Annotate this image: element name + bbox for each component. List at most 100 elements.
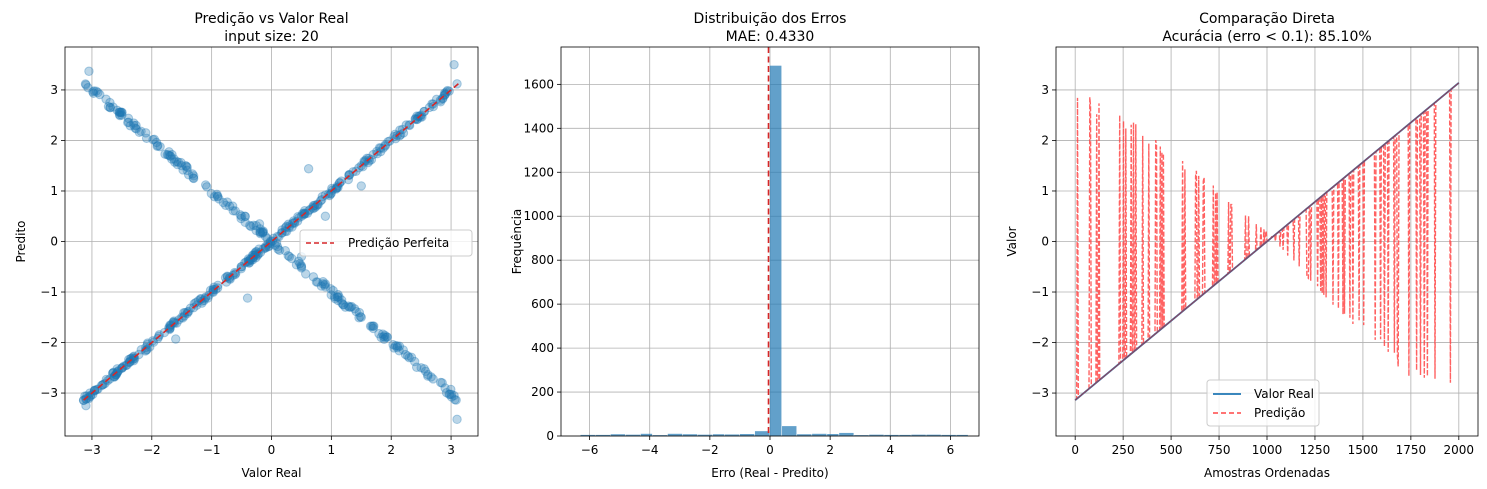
scatter-point bbox=[129, 120, 139, 131]
chart3-lines bbox=[1074, 82, 1460, 401]
chart1-ticks: −3 −2 −1 0 1 2 3 −3 −2 −1 0 1 2 3 bbox=[40, 83, 455, 457]
histogram-bar bbox=[697, 434, 713, 436]
scatter-point bbox=[155, 141, 165, 152]
scatter-point bbox=[374, 329, 384, 339]
scatter-point bbox=[336, 295, 347, 305]
scatter-point bbox=[166, 320, 176, 330]
scatter-point bbox=[112, 105, 122, 116]
scatter-point bbox=[274, 245, 285, 255]
scatter-point bbox=[136, 345, 146, 355]
scatter-point bbox=[117, 110, 127, 120]
scatter-point bbox=[181, 161, 191, 171]
scatter-point bbox=[376, 332, 386, 343]
histogram-bar bbox=[782, 426, 797, 436]
scatter-point bbox=[369, 321, 379, 331]
scatter-point bbox=[356, 181, 366, 191]
histogram-bar bbox=[610, 434, 626, 436]
scatter-point bbox=[308, 203, 318, 214]
scatter-point bbox=[260, 231, 271, 242]
scatter-point bbox=[117, 107, 127, 118]
scatter-point bbox=[227, 201, 238, 211]
scatter-point bbox=[340, 302, 351, 312]
scatter-point bbox=[406, 352, 417, 363]
scatter-point bbox=[316, 281, 327, 291]
scatter-point bbox=[308, 272, 319, 282]
scatter-point bbox=[108, 102, 118, 112]
scatter-point bbox=[318, 277, 328, 287]
scatter-point bbox=[245, 220, 255, 231]
scatter-point bbox=[368, 321, 378, 331]
scatter-point bbox=[218, 197, 229, 208]
scatter-point bbox=[130, 123, 140, 133]
scatter-point bbox=[162, 150, 173, 160]
scatter-point bbox=[280, 246, 290, 256]
scatter-point bbox=[296, 263, 307, 273]
tick-label-y: −3 bbox=[40, 386, 58, 400]
scatter-point bbox=[111, 369, 121, 380]
scatter-point bbox=[444, 389, 454, 400]
scatter-point bbox=[160, 149, 170, 159]
scatter-point bbox=[349, 304, 360, 314]
chart1-axes-frame bbox=[64, 46, 479, 437]
scatter-point bbox=[163, 150, 174, 160]
scatter-point bbox=[312, 277, 323, 287]
scatter-point bbox=[351, 306, 361, 317]
tick-label-x: −2 bbox=[143, 443, 161, 457]
scatter-point bbox=[195, 294, 206, 304]
tick-label-x: 2 bbox=[387, 443, 395, 457]
tick-label-x: 3 bbox=[447, 443, 455, 457]
scatter-point bbox=[320, 282, 331, 292]
scatter-point bbox=[85, 388, 95, 398]
scatter-point bbox=[376, 146, 386, 157]
scatter-point bbox=[283, 251, 293, 261]
scatter-point bbox=[446, 392, 457, 402]
scatter-point bbox=[318, 279, 328, 289]
tick-label-x: 1000 bbox=[1252, 443, 1283, 457]
scatter-point bbox=[224, 273, 235, 284]
scatter-point bbox=[152, 141, 162, 151]
scatter-point bbox=[112, 368, 122, 379]
scatter-point bbox=[183, 170, 194, 180]
scatter-point bbox=[354, 313, 364, 323]
scatter-point bbox=[380, 330, 390, 341]
scatter-point bbox=[359, 156, 369, 166]
scatter-point bbox=[296, 260, 306, 271]
scatter-point bbox=[299, 205, 310, 216]
tick-label-x: 1750 bbox=[1396, 443, 1427, 457]
scatter-point bbox=[206, 188, 217, 199]
tick-label-x: 0 bbox=[268, 443, 276, 457]
scatter-point bbox=[165, 151, 176, 161]
chart3-legend-label-pred: Predição bbox=[1254, 406, 1305, 420]
chart3-legend-box bbox=[1206, 379, 1320, 427]
tick-label-y: 3 bbox=[1041, 83, 1049, 97]
histogram-bar bbox=[941, 434, 956, 436]
scatter-point bbox=[240, 211, 250, 222]
scatter-point bbox=[236, 264, 246, 274]
scatter-point bbox=[246, 221, 256, 232]
scatter-point bbox=[148, 337, 159, 347]
scatter-point bbox=[400, 349, 411, 360]
scatter-point bbox=[199, 295, 209, 306]
tick-label-x: 6 bbox=[947, 443, 955, 457]
chart1-subtitle: input size: 20 bbox=[224, 29, 319, 45]
scatter-point bbox=[297, 208, 308, 219]
chart-prediction-vs-real: −3 −2 −1 0 1 2 3 −3 −2 −1 0 1 2 3 Predição vs Valor R… bbox=[14, 11, 479, 480]
scatter-point bbox=[101, 94, 111, 104]
scatter-point bbox=[182, 162, 192, 172]
scatter-point bbox=[172, 318, 182, 328]
scatter-point bbox=[213, 280, 223, 291]
tick-label-y: 1400 bbox=[523, 121, 554, 135]
scatter-point bbox=[115, 110, 125, 121]
scatter-point bbox=[212, 189, 222, 199]
scatter-point bbox=[248, 255, 258, 265]
chart1-legend-label: Predição Perfeita bbox=[348, 236, 449, 250]
histogram-bar bbox=[724, 434, 740, 436]
scatter-point bbox=[320, 211, 331, 221]
scatter-point bbox=[129, 351, 139, 361]
scatter-point bbox=[101, 374, 112, 385]
scatter-point bbox=[224, 201, 235, 211]
scatter-point bbox=[391, 341, 401, 351]
scatter-point bbox=[291, 260, 302, 270]
scatter-point bbox=[188, 173, 199, 184]
scatter-point bbox=[178, 313, 188, 323]
